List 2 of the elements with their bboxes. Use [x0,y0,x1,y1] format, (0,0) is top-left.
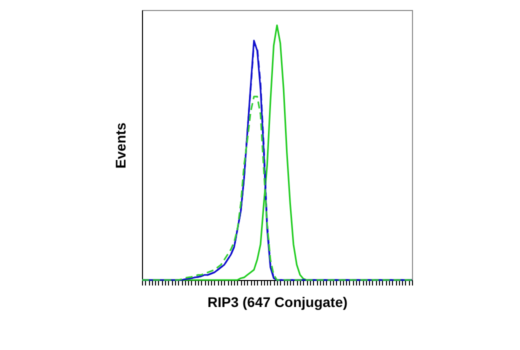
x-axis-title: RIP3 (647 Conjugate) [207,294,348,310]
y-axis-title: Events [112,122,128,168]
